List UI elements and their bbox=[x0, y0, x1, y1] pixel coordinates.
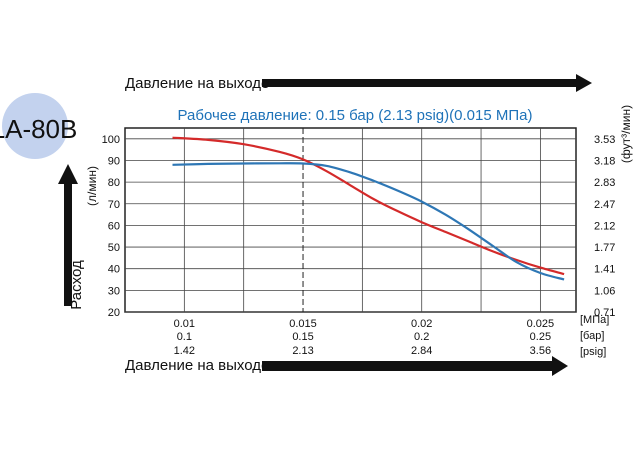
x-tick-label-mpa: 0.01 bbox=[174, 318, 195, 330]
x-tick-label-psig: 1.42 bbox=[174, 345, 195, 357]
flow-axis-label: Расход bbox=[68, 260, 85, 310]
x-tick-label-bar: 0.25 bbox=[530, 331, 551, 343]
top-arrow-label: Давление на выходе bbox=[125, 75, 270, 92]
left-arrow bbox=[58, 164, 78, 306]
series-line-red bbox=[172, 136, 565, 276]
y-right-tick-label: 1.41 bbox=[594, 264, 615, 276]
y-left-tick-label: 80 bbox=[108, 177, 120, 189]
x-tick-label-mpa: 0.015 bbox=[289, 318, 317, 330]
y-right-tick-label: 2.83 bbox=[594, 177, 615, 189]
y-left-tick-label: 30 bbox=[108, 285, 120, 297]
x-tick-label-bar: 0.15 bbox=[292, 331, 313, 343]
y-left-tick-label: 60 bbox=[108, 220, 120, 232]
y-right-tick-label: 0.71 bbox=[594, 307, 615, 319]
plot-frame bbox=[124, 127, 577, 313]
x-tick-label-psig: 2.84 bbox=[411, 345, 432, 357]
x-tick-label-psig: 3.56 bbox=[530, 345, 551, 357]
y-right-tick-label: 1.06 bbox=[594, 285, 615, 297]
y-right-unit-label: (фут³/мин) bbox=[619, 105, 633, 163]
top-arrow bbox=[262, 74, 592, 92]
y-left-unit-label: (л/мин) bbox=[85, 166, 99, 206]
bottom-arrow bbox=[262, 356, 568, 376]
x-unit-label: [бар] bbox=[580, 330, 604, 342]
bottom-arrow-label: Давление на выходе bbox=[125, 357, 270, 374]
y-left-tick-label: 90 bbox=[108, 155, 120, 167]
x-tick-label-bar: 0.2 bbox=[414, 331, 429, 343]
chart-title: Рабочее давление: 0.15 бар (2.13 psig)(0… bbox=[178, 107, 533, 124]
y-right-tick-label: 2.12 bbox=[594, 220, 615, 232]
x-unit-label: [МПа] bbox=[580, 314, 609, 326]
x-tick-label-bar: 0.1 bbox=[177, 331, 192, 343]
model-badge-text: LA-80B bbox=[0, 114, 77, 144]
y-right-tick-label: 3.53 bbox=[594, 134, 615, 146]
series-line-blue bbox=[172, 162, 565, 281]
y-left-tick-label: 100 bbox=[102, 134, 120, 146]
x-tick-label-mpa: 0.02 bbox=[411, 318, 432, 330]
y-left-tick-label: 20 bbox=[108, 307, 120, 319]
y-right-tick-label: 2.47 bbox=[594, 199, 615, 211]
y-right-tick-label: 3.18 bbox=[594, 155, 615, 167]
model-badge-circle bbox=[2, 93, 68, 159]
x-unit-label: [psig] bbox=[580, 346, 606, 358]
x-tick-label-mpa: 0.025 bbox=[527, 318, 555, 330]
y-left-tick-label: 50 bbox=[108, 242, 120, 254]
y-left-tick-label: 40 bbox=[108, 264, 120, 276]
y-left-tick-label: 70 bbox=[108, 199, 120, 211]
y-right-tick-label: 1.77 bbox=[594, 242, 615, 254]
x-tick-label-psig: 2.13 bbox=[292, 345, 313, 357]
